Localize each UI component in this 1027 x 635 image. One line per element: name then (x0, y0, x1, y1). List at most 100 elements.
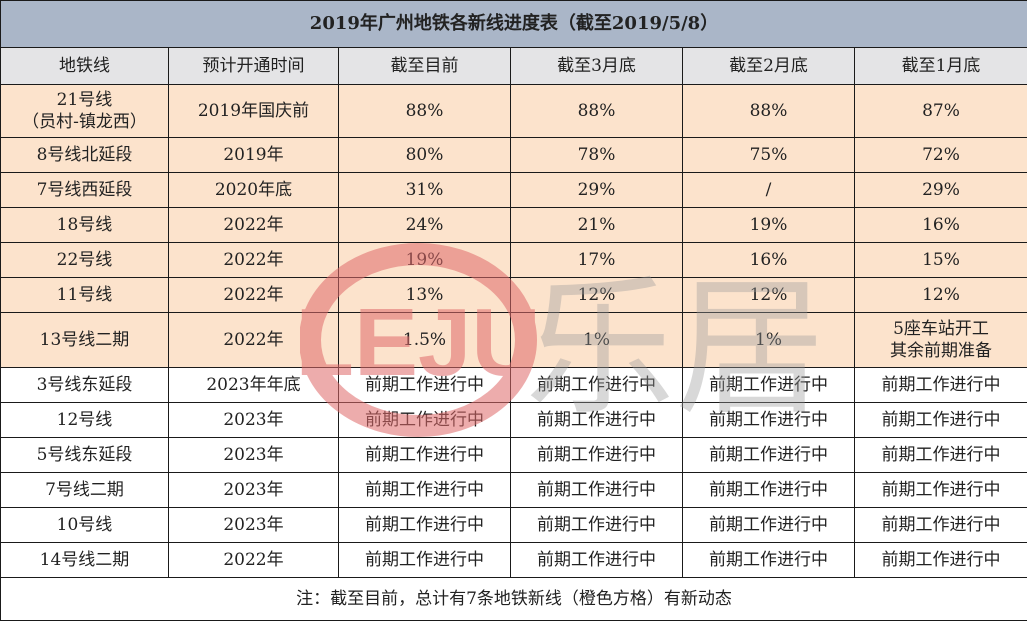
cell-line: 7号线二期 (0, 472, 169, 508)
cell-jan: 前期工作进行中 (854, 402, 1027, 438)
cell-line: 14号线二期 (0, 542, 169, 578)
col-header-jan: 截至1月底 (854, 47, 1027, 85)
cell-now: 80% (338, 137, 511, 173)
cell-jan: 前期工作进行中 (854, 507, 1027, 543)
cell-now: 13% (338, 277, 511, 313)
cell-mar: 88% (510, 84, 683, 138)
cell-jan: 前期工作进行中 (854, 542, 1027, 578)
cell-now: 1.5% (338, 312, 511, 368)
cell-mar: 前期工作进行中 (510, 367, 683, 403)
cell-mar: 29% (510, 172, 683, 208)
cell-line: 22号线 (0, 242, 169, 278)
cell-mar: 前期工作进行中 (510, 472, 683, 508)
table-row: 7号线二期 2023年 前期工作进行中 前期工作进行中 前期工作进行中 前期工作进行中 (0, 472, 1027, 508)
cell-line: 7号线西延段 (0, 172, 169, 208)
cell-open: 2023年 (168, 402, 339, 438)
cell-open: 2019年 (168, 137, 339, 173)
table-row: 22号线 2022年 19% 17% 16% 15% (0, 242, 1027, 278)
table-row: 3号线东延段 2023年年底 前期工作进行中 前期工作进行中 前期工作进行中 前期工作进行… (0, 367, 1027, 403)
cell-open: 2022年 (168, 542, 339, 578)
progress-table: 2019年广州地铁各新线进度表（截至2019/5/8） 地铁线 预计开通时间 截… (0, 0, 1027, 621)
cell-feb: 前期工作进行中 (682, 402, 855, 438)
table-row: 14号线二期 2022年 前期工作进行中 前期工作进行中 前期工作进行中 前期工作进行中 (0, 542, 1027, 578)
cell-line: 13号线二期 (0, 312, 169, 368)
cell-open: 2023年 (168, 472, 339, 508)
cell-line: 11号线 (0, 277, 169, 313)
cell-open: 2020年底 (168, 172, 339, 208)
cell-open: 2019年国庆前 (168, 84, 339, 138)
cell-mar: 12% (510, 277, 683, 313)
table-row: 5号线东延段 2023年 前期工作进行中 前期工作进行中 前期工作进行中 前期工作进行中 (0, 437, 1027, 473)
table-row: 12号线 2023年 前期工作进行中 前期工作进行中 前期工作进行中 前期工作进行中 (0, 402, 1027, 438)
cell-now: 24% (338, 207, 511, 243)
col-header-line: 地铁线 (0, 47, 169, 85)
cell-jan: 前期工作进行中 (854, 437, 1027, 473)
cell-line: 10号线 (0, 507, 169, 543)
cell-mar: 78% (510, 137, 683, 173)
cell-mar: 1% (510, 312, 683, 368)
cell-feb: 75% (682, 137, 855, 173)
cell-feb: 前期工作进行中 (682, 367, 855, 403)
cell-open: 2022年 (168, 207, 339, 243)
cell-open: 2023年 (168, 507, 339, 543)
footnote: 注：截至目前，总计有7条地铁新线（橙色方格）有新动态 (0, 577, 1027, 621)
cell-jan: 12% (854, 277, 1027, 313)
table-row: 13号线二期 2022年 1.5% 1% 1% 5座车站开工 其余前期准备 (0, 312, 1027, 368)
cell-open: 2022年 (168, 242, 339, 278)
cell-feb: 12% (682, 277, 855, 313)
cell-jan: 16% (854, 207, 1027, 243)
cell-line: 12号线 (0, 402, 169, 438)
cell-line: 3号线东延段 (0, 367, 169, 403)
col-header-mar: 截至3月底 (510, 47, 683, 85)
cell-now: 19% (338, 242, 511, 278)
cell-line: 5号线东延段 (0, 437, 169, 473)
cell-feb: 前期工作进行中 (682, 542, 855, 578)
cell-jan: 5座车站开工 其余前期准备 (854, 312, 1027, 368)
table-row: 11号线 2022年 13% 12% 12% 12% (0, 277, 1027, 313)
cell-jan: 前期工作进行中 (854, 367, 1027, 403)
cell-mar: 前期工作进行中 (510, 437, 683, 473)
cell-open: 2022年 (168, 312, 339, 368)
table-row: 18号线 2022年 24% 21% 19% 16% (0, 207, 1027, 243)
cell-jan: 29% (854, 172, 1027, 208)
cell-line: 18号线 (0, 207, 169, 243)
cell-feb: 前期工作进行中 (682, 507, 855, 543)
table-row: 10号线 2023年 前期工作进行中 前期工作进行中 前期工作进行中 前期工作进行中 (0, 507, 1027, 543)
cell-jan: 72% (854, 137, 1027, 173)
table-row: 21号线 （员村-镇龙西） 2019年国庆前 88% 88% 88% 87% (0, 84, 1027, 138)
cell-now: 前期工作进行中 (338, 437, 511, 473)
cell-feb: 19% (682, 207, 855, 243)
cell-mar: 17% (510, 242, 683, 278)
cell-feb: 88% (682, 84, 855, 138)
cell-open: 2023年年底 (168, 367, 339, 403)
cell-now: 前期工作进行中 (338, 542, 511, 578)
cell-jan: 15% (854, 242, 1027, 278)
cell-now: 前期工作进行中 (338, 402, 511, 438)
cell-feb: 16% (682, 242, 855, 278)
table-row: 8号线北延段 2019年 80% 78% 75% 72% (0, 137, 1027, 173)
table-row: 7号线西延段 2020年底 31% 29%/29% (0, 172, 1027, 208)
cell-feb: 1% (682, 312, 855, 368)
col-header-now: 截至目前 (338, 47, 511, 85)
cell-mar: 21% (510, 207, 683, 243)
cell-mar: 前期工作进行中 (510, 402, 683, 438)
cell-open: 2023年 (168, 437, 339, 473)
cell-now: 88% (338, 84, 511, 138)
col-header-feb: 截至2月底 (682, 47, 855, 85)
cell-mar: 前期工作进行中 (510, 507, 683, 543)
cell-now: 31% (338, 172, 511, 208)
cell-mar: 前期工作进行中 (510, 542, 683, 578)
col-header-open: 预计开通时间 (168, 47, 339, 85)
cell-line: 21号线 （员村-镇龙西） (0, 84, 169, 138)
cell-feb: 前期工作进行中 (682, 472, 855, 508)
cell-feb: 前期工作进行中 (682, 437, 855, 473)
cell-open: 2022年 (168, 277, 339, 313)
table-title: 2019年广州地铁各新线进度表（截至2019/5/8） (0, 0, 1027, 48)
cell-now: 前期工作进行中 (338, 507, 511, 543)
cell-feb: / (682, 172, 855, 208)
cell-now: 前期工作进行中 (338, 367, 511, 403)
cell-jan: 87% (854, 84, 1027, 138)
cell-line: 8号线北延段 (0, 137, 169, 173)
cell-jan: 前期工作进行中 (854, 472, 1027, 508)
cell-now: 前期工作进行中 (338, 472, 511, 508)
